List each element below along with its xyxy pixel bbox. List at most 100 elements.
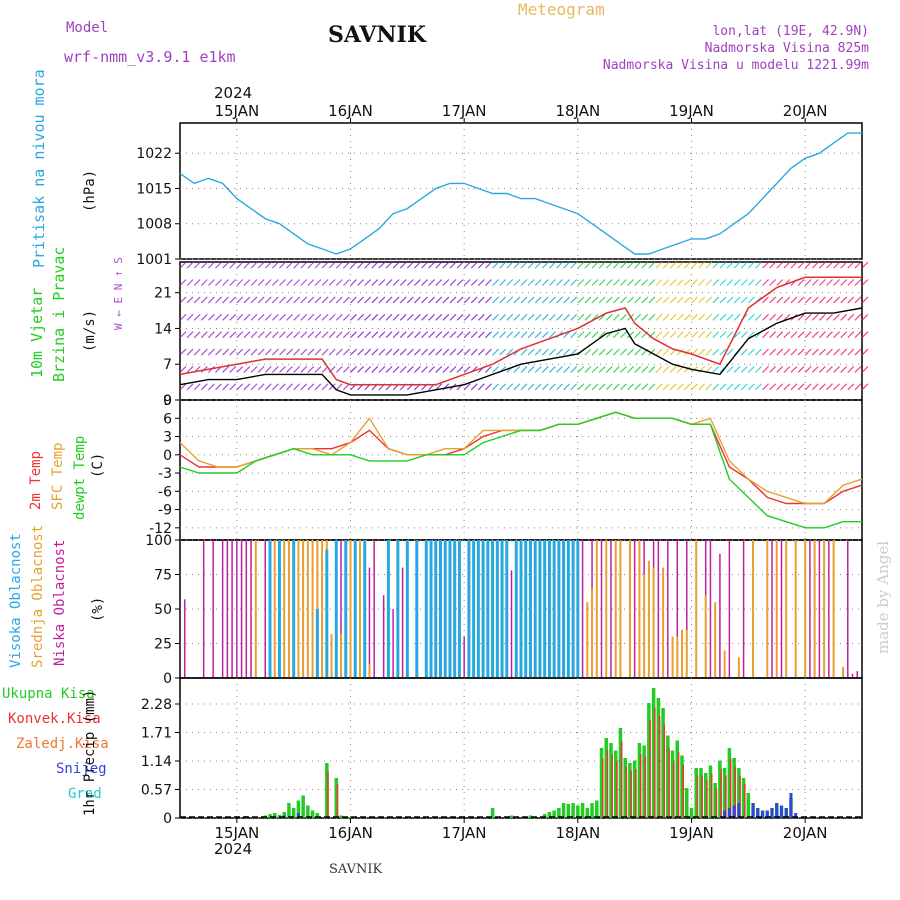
- bar-mid: [737, 657, 740, 678]
- wind-barb: [790, 296, 798, 304]
- wind-barb: [456, 313, 464, 321]
- wind-barb: [527, 313, 535, 321]
- wind-barb: [620, 365, 627, 373]
- wind-barb: [676, 383, 684, 391]
- wind-barb: [712, 261, 720, 269]
- wind-barb: [406, 313, 414, 321]
- bar-total: [637, 743, 642, 818]
- wind-barb: [705, 296, 713, 304]
- bar-low: [477, 540, 480, 678]
- wind-barb: [861, 261, 869, 269]
- wind-barb: [705, 261, 713, 269]
- wind-barb: [662, 383, 670, 391]
- wind-barb: [463, 348, 471, 356]
- bar-low: [610, 540, 612, 678]
- wind-barb: [485, 365, 492, 373]
- wind-barb: [612, 313, 620, 321]
- bar-snow: [727, 808, 731, 818]
- wind-barb: [570, 296, 578, 304]
- wind-barb: [833, 313, 841, 321]
- wind-barb: [293, 279, 301, 286]
- wind-barb: [279, 279, 286, 286]
- wind-barb: [271, 261, 279, 269]
- wind-barb: [428, 296, 436, 304]
- wind-barb: [598, 261, 606, 269]
- wind-barb: [485, 279, 492, 286]
- wind-barb: [698, 331, 706, 339]
- bar-total: [703, 773, 708, 818]
- bar-high: [438, 540, 442, 678]
- bar-total: [651, 688, 656, 818]
- bar-high: [472, 540, 476, 678]
- bar-low: [657, 540, 660, 678]
- wind-barb: [215, 331, 222, 339]
- wind-barb: [463, 261, 471, 269]
- bar-total: [590, 803, 594, 818]
- wind-barb: [705, 279, 713, 286]
- wind-barb: [442, 279, 450, 286]
- bar-mid: [804, 540, 807, 678]
- bar-convective: [602, 758, 604, 818]
- wind-barb: [414, 261, 421, 269]
- wind-barb: [634, 279, 642, 286]
- wind-barb: [399, 365, 407, 373]
- bar-total: [268, 814, 272, 818]
- bar-mid: [287, 540, 290, 678]
- bar-low: [373, 540, 375, 678]
- bar-low: [236, 540, 238, 678]
- wind-barb: [520, 383, 528, 391]
- wind-barb: [435, 296, 443, 304]
- bar-high: [519, 540, 523, 678]
- wind-barb: [215, 313, 222, 321]
- wind-barb: [740, 383, 748, 391]
- pressure-label: Pritisak na nivou mora: [30, 69, 48, 268]
- wind-barb: [698, 261, 706, 269]
- temp-label-2m: 2m Temp: [28, 450, 44, 510]
- wind-barb: [186, 348, 194, 356]
- wind-barb: [747, 331, 755, 339]
- wind-barb: [669, 365, 677, 373]
- wind-barb: [314, 383, 322, 391]
- bar-mid: [306, 540, 309, 678]
- y-tick-label: 25: [154, 637, 172, 653]
- wind-barb: [286, 348, 293, 356]
- bar-mid: [316, 540, 319, 678]
- bar-low: [425, 553, 428, 678]
- wind-barb: [279, 313, 286, 321]
- bar-low: [401, 567, 404, 678]
- wind-barb: [342, 348, 350, 356]
- wind-barb: [499, 348, 507, 356]
- wind-barb: [506, 348, 514, 356]
- bar-mid: [358, 540, 361, 678]
- wind-barb: [328, 261, 336, 269]
- wind-barb: [215, 296, 222, 304]
- wind-barb: [811, 383, 819, 391]
- bar-convective: [658, 716, 661, 818]
- bar-low: [667, 540, 669, 678]
- wind-barb: [193, 296, 201, 304]
- bar-low: [676, 540, 679, 678]
- wind-barb: [669, 261, 677, 269]
- wind-barb: [257, 313, 265, 321]
- wind-barb: [733, 279, 741, 286]
- wind-barb: [811, 365, 819, 373]
- wind-barb: [563, 365, 571, 373]
- wind-barb: [399, 279, 407, 286]
- wind-barb: [563, 383, 571, 391]
- wind-barb: [428, 261, 436, 269]
- wind-barb: [477, 296, 485, 304]
- bar-mid: [595, 540, 598, 678]
- wind-barb: [662, 348, 670, 356]
- bar-low: [278, 540, 281, 678]
- bar-total: [751, 803, 755, 818]
- wind-barb: [385, 383, 393, 391]
- wind-barb: [442, 296, 450, 304]
- wind-barb: [335, 331, 343, 339]
- wind-barb: [236, 261, 244, 269]
- date-tick-bottom: 20JAN: [783, 824, 828, 842]
- wind-barb: [236, 331, 244, 339]
- wind-barb: [186, 313, 194, 321]
- wind-barb: [669, 348, 677, 356]
- bar-total: [310, 810, 315, 818]
- wind-barb: [392, 365, 400, 373]
